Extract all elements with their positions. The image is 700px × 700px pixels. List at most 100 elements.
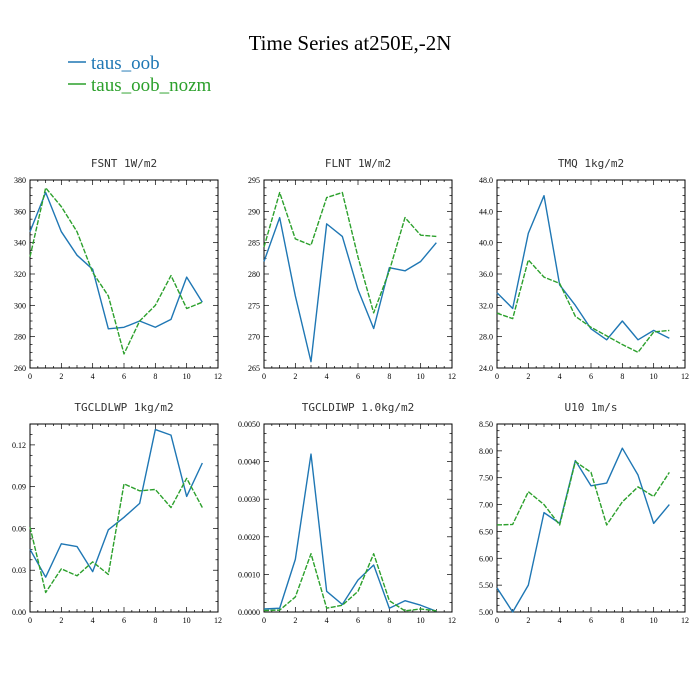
plot-frame: [263, 423, 453, 613]
figure-title: Time Series at250E,-2N: [249, 31, 452, 55]
x-tick-label: 2: [59, 372, 63, 381]
y-tick-label: 32.0: [479, 301, 493, 310]
y-tick-label: 28.0: [479, 333, 493, 342]
y-tick-label: 0.12: [12, 441, 26, 450]
y-tick-label: 275: [248, 301, 260, 310]
series-line-taus-oob-nozm: [29, 477, 203, 594]
y-tick-label: 340: [14, 239, 26, 248]
x-tick-label: 12: [214, 616, 222, 625]
x-tick-label: 8: [620, 372, 624, 381]
x-tick-label: 4: [325, 372, 329, 381]
panel-title: FSNT 1W/m2: [91, 157, 157, 170]
x-tick-label: 0: [495, 616, 499, 625]
x-tick-label: 12: [448, 372, 456, 381]
x-tick-label: 0: [262, 372, 266, 381]
panel-title: TGCLDIWP 1.0kg/m2: [302, 401, 415, 414]
y-tick-label: 6.00: [479, 554, 493, 563]
y-tick-label: 48.0: [479, 176, 493, 185]
y-tick-label: 380: [14, 176, 26, 185]
series-line-taus-oob-nozm: [496, 460, 670, 526]
series-line-taus-oob: [29, 191, 203, 330]
x-tick-label: 12: [681, 372, 689, 381]
x-tick-label: 0: [495, 372, 499, 381]
y-tick-label: 24.0: [479, 364, 493, 373]
x-tick-label: 2: [293, 616, 297, 625]
legend-label-taus-oob: taus_oob: [91, 53, 160, 74]
series-line-taus-oob-nozm: [29, 187, 203, 355]
panel-2: FLNT 1W/m2 0 2 4 6 8 10 12 265 270 275 280 285 290 295: [248, 157, 456, 381]
y-tick-label: 5.50: [479, 581, 493, 590]
y-tick-label: 0.06: [12, 524, 26, 533]
y-tick-label: 0.0010: [238, 570, 260, 579]
panel-6: U10 1m/s 0 2 4 6 8 10 12 5.00 5.50 6.00 6.50 7.00 7.5…: [479, 401, 689, 625]
y-tick-label: 0.0030: [238, 495, 260, 504]
x-tick-label: 0: [28, 372, 32, 381]
x-tick-label: 8: [387, 616, 391, 625]
series-line-taus-oob: [29, 428, 203, 578]
x-tick-label: 4: [91, 616, 95, 625]
series-line-taus-oob: [263, 216, 437, 363]
x-tick-label: 6: [589, 372, 593, 381]
y-tick-label: 7.00: [479, 501, 493, 510]
legend-label-taus-oob-nozm: taus_oob_nozm: [91, 75, 212, 96]
x-tick-label: 2: [526, 372, 530, 381]
y-tick-label: 0.0040: [238, 458, 260, 467]
x-tick-label: 4: [91, 372, 95, 381]
y-tick-label: 44.0: [479, 207, 493, 216]
y-tick-label: 7.50: [479, 474, 493, 483]
panel-title: U10 1m/s: [565, 401, 618, 414]
y-tick-label: 6.50: [479, 527, 493, 536]
x-tick-label: 10: [650, 372, 658, 381]
y-tick-label: 295: [248, 176, 260, 185]
x-tick-label: 10: [183, 616, 191, 625]
series-line-taus-oob-nozm: [496, 259, 670, 354]
panel-title: TMQ 1kg/m2: [558, 157, 624, 170]
x-tick-label: 12: [681, 616, 689, 625]
y-tick-label: 280: [248, 270, 260, 279]
y-tick-label: 0.09: [12, 483, 26, 492]
y-tick-label: 0.0000: [238, 608, 260, 617]
legend: taus_oob taus_oob_nozm: [68, 53, 212, 96]
y-tick-label: 265: [248, 364, 260, 373]
x-tick-label: 12: [448, 616, 456, 625]
x-tick-label: 6: [356, 372, 360, 381]
panel-1: FSNT 1W/m2 0 2 4 6 8 10 12 260 280 300 320 340 360 380: [14, 157, 222, 381]
series-line-taus-oob-nozm: [263, 191, 437, 314]
x-tick-label: 2: [59, 616, 63, 625]
x-tick-label: 4: [325, 616, 329, 625]
panel-title: TGCLDLWP 1kg/m2: [74, 401, 173, 414]
y-tick-label: 40.0: [479, 239, 493, 248]
series-line-taus-oob-nozm: [263, 553, 437, 612]
y-tick-label: 360: [14, 207, 26, 216]
y-tick-label: 0.0050: [238, 420, 260, 429]
series-line-taus-oob: [496, 447, 670, 613]
x-tick-label: 0: [262, 616, 266, 625]
y-tick-label: 0.0020: [238, 533, 260, 542]
x-tick-label: 6: [589, 616, 593, 625]
x-tick-label: 10: [183, 372, 191, 381]
series-line-taus-oob: [263, 453, 437, 612]
x-tick-label: 6: [356, 616, 360, 625]
x-tick-label: 6: [122, 616, 126, 625]
x-tick-label: 10: [417, 372, 425, 381]
y-tick-label: 290: [248, 207, 260, 216]
y-tick-label: 280: [14, 333, 26, 342]
x-tick-label: 6: [122, 372, 126, 381]
x-tick-label: 0: [28, 616, 32, 625]
x-tick-label: 8: [153, 616, 157, 625]
x-tick-label: 2: [526, 616, 530, 625]
y-tick-label: 0.00: [12, 608, 26, 617]
x-tick-label: 2: [293, 372, 297, 381]
x-tick-label: 12: [214, 372, 222, 381]
x-tick-label: 4: [558, 372, 562, 381]
y-tick-label: 270: [248, 333, 260, 342]
plot-frame: [29, 179, 219, 369]
panel-5: TGCLDIWP 1.0kg/m2 0 2 4 6 8 10 12 0.0000 0.0010 0.…: [238, 401, 456, 625]
y-tick-label: 36.0: [479, 270, 493, 279]
x-tick-label: 8: [153, 372, 157, 381]
x-tick-label: 8: [620, 616, 624, 625]
panel-3: TMQ 1kg/m2 0 2 4 6 8 10 12 24.0 28.0 32.0 36.0 40.0 4…: [479, 157, 689, 381]
panels: FSNT 1W/m20 2 4 6 8 10 12260280300320340360380…: [12, 157, 689, 625]
y-tick-label: 285: [248, 239, 260, 248]
